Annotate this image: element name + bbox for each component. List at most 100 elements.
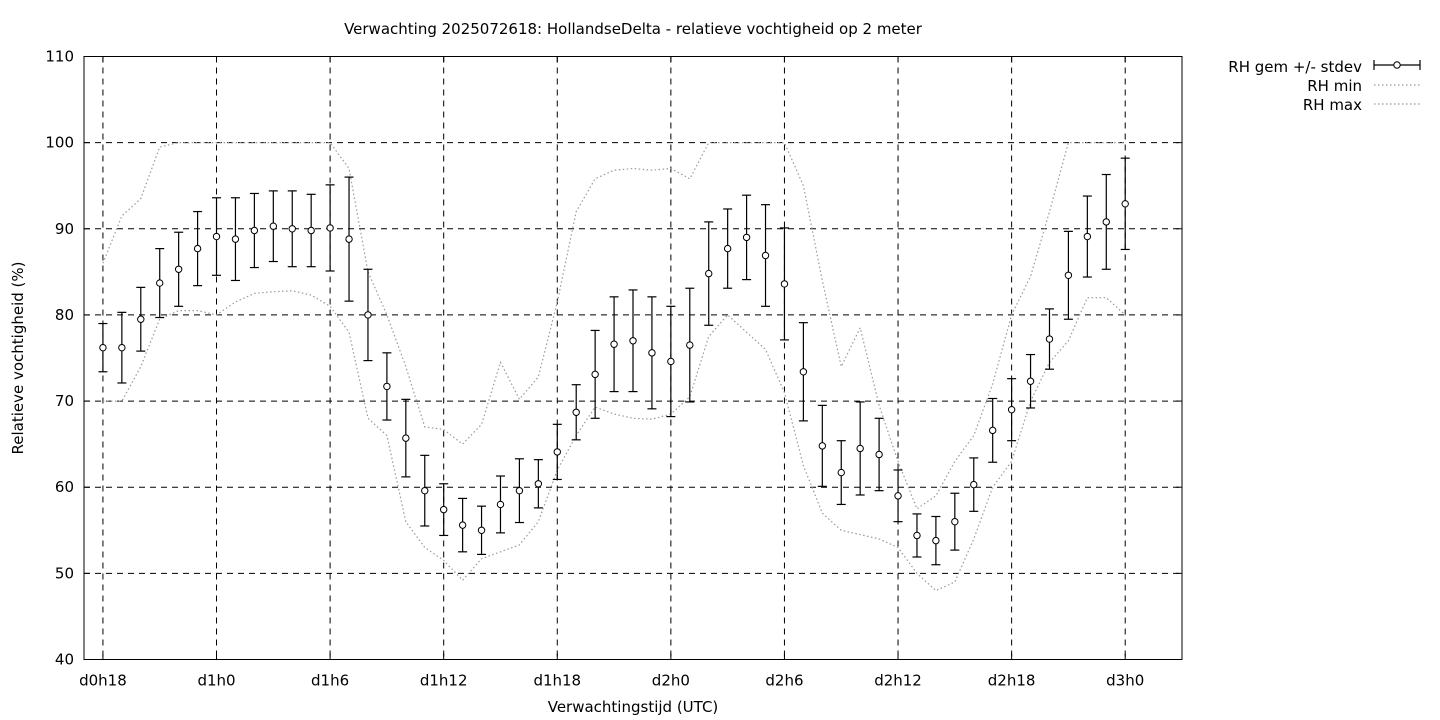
rh-mean-point-group	[1120, 157, 1130, 251]
rh-mean-point	[913, 531, 921, 540]
rh-mean-point-group	[609, 296, 619, 393]
rh-mean-point	[667, 357, 675, 366]
rh-mean-point	[610, 340, 618, 348]
rh-mean-point-group	[212, 197, 222, 276]
x-tick-label: d2h18	[988, 672, 1036, 690]
rh-mean-point	[875, 450, 883, 459]
rh-mean-point	[307, 226, 315, 235]
rh-mean-point-group	[136, 286, 146, 352]
rh-mean-point	[1064, 271, 1073, 280]
rh-mean-point-group	[1101, 173, 1111, 270]
rh-mean-point	[648, 349, 656, 357]
rh-mean-point	[572, 408, 580, 416]
rh-mean-point	[402, 434, 410, 442]
rh-mean-point-group	[495, 475, 505, 534]
rh-mean-point-group	[704, 221, 714, 326]
rh-mean-point-group	[249, 192, 259, 269]
rh-mean-point	[686, 341, 694, 349]
rh-mean-point-group	[1063, 230, 1073, 320]
rh-mean-point	[496, 500, 505, 509]
rh-mean-point-group	[230, 197, 240, 282]
rh-mean-point-group	[514, 458, 524, 524]
rh-mean-point-group	[874, 417, 884, 492]
rh-mean-point-group	[401, 398, 411, 478]
x-tick-label: d1h18	[533, 672, 581, 690]
rh-mean-point	[1083, 232, 1092, 241]
rh-mean-point	[553, 448, 561, 456]
rh-mean-point	[894, 492, 902, 500]
rh-mean-point-group	[817, 404, 827, 487]
rh-mean-point-group	[1082, 195, 1092, 278]
rh-mean-point	[1121, 200, 1129, 208]
y-tick-label: 40	[55, 651, 74, 669]
rh-mean-point	[269, 222, 278, 230]
rh-mean-point	[629, 337, 637, 345]
legend-label-min: RH min	[1307, 77, 1362, 95]
rh-mean-point	[970, 480, 978, 489]
rh-mean-point	[534, 480, 543, 488]
rh-mean-point	[780, 280, 789, 288]
rh-mean-point-group	[969, 457, 979, 512]
x-tick-label: d0h18	[79, 672, 127, 690]
y-tick-label: 80	[55, 306, 74, 324]
x-tick-label: d2h6	[765, 672, 803, 690]
rh-mean-point-group	[893, 469, 903, 523]
rh-mean-point-group	[1007, 378, 1017, 442]
grid-lines	[84, 56, 1182, 660]
rh-mean-point-group	[268, 190, 278, 263]
rh-mean-point	[421, 486, 429, 495]
rh-mean-point	[1045, 335, 1054, 343]
rh-mean-point	[383, 382, 391, 391]
rh-mean-point-group	[439, 483, 449, 537]
legend-mean-marker	[1393, 61, 1401, 69]
rh-mean-point-group	[742, 194, 752, 281]
rh-mean-point-group	[628, 289, 638, 393]
rh-mean-point	[988, 426, 997, 435]
y-tick-label: 90	[55, 220, 74, 238]
rh-mean-point	[856, 444, 864, 453]
rh-mean-point-group	[363, 268, 373, 362]
rh-mean-point	[761, 251, 770, 260]
rh-mean-point-group	[761, 204, 771, 307]
rh-mean-point-group	[647, 296, 657, 410]
rh-mean-point-group	[950, 492, 960, 551]
rh-mean-point	[1102, 218, 1110, 226]
rh-mean-point	[231, 235, 240, 243]
rh-mean-point	[174, 265, 183, 273]
x-tick-label: d1h6	[311, 672, 349, 690]
rh-mean-point-group	[287, 190, 297, 268]
rh-mean-point	[364, 311, 372, 319]
rh-mean-point	[156, 279, 164, 287]
rh-mean-point-group	[836, 440, 846, 506]
rh-mean-point-group	[344, 176, 354, 302]
y-tick-label: 70	[55, 392, 74, 410]
legend: RH gem +/- stdev RH min RH max	[1228, 58, 1421, 114]
rh-mean-point-group	[798, 322, 808, 422]
rh-mean-point-group	[174, 231, 184, 307]
rh-mean-point	[515, 486, 524, 495]
rh-mean-point	[477, 526, 486, 534]
rh-mean-point-group	[325, 184, 335, 272]
x-tick-label: d2h12	[874, 672, 922, 690]
rh-mean-point-group	[98, 322, 108, 373]
rh-mean-point	[212, 232, 221, 241]
rh-mean-point	[99, 343, 107, 352]
rh-mean-point	[345, 235, 353, 243]
rh-mean-point-group	[117, 311, 127, 384]
rh-mean-point	[742, 233, 751, 242]
y-tick-label: 110	[45, 48, 74, 66]
rh-mean-point-group	[685, 287, 695, 403]
rh-mean-point-group	[552, 423, 562, 481]
rh-mean-point-group	[988, 397, 998, 463]
rh-mean-point-group	[382, 352, 392, 421]
rh-mean-point-group	[477, 505, 487, 556]
y-tick-label: 50	[55, 564, 74, 582]
x-tick-label: d2h0	[652, 672, 690, 690]
rh-mean-point-group	[855, 401, 865, 496]
rh-mean-point-group	[590, 329, 600, 419]
rh-mean-point-group	[779, 227, 789, 341]
rh-mean-point-group	[458, 497, 468, 553]
series-layer	[98, 142, 1130, 592]
x-tick-label: d1h0	[197, 672, 235, 690]
rh-mean-point	[932, 536, 940, 545]
